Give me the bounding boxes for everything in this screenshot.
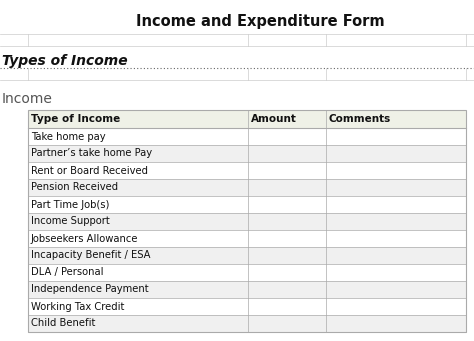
Bar (28, 128, 466, 145)
Text: Income: Income (2, 92, 53, 106)
Text: Take home pay: Take home pay (31, 132, 106, 142)
Text: Part Time Job(s): Part Time Job(s) (31, 199, 109, 209)
Text: Independence Payment: Independence Payment (31, 284, 149, 295)
Bar (28, 315, 466, 332)
Bar (28, 179, 466, 196)
Text: Income and Expenditure Form: Income and Expenditure Form (137, 14, 385, 29)
Text: Child Benefit: Child Benefit (31, 318, 95, 328)
Bar (28, 230, 466, 247)
Text: Rent or Board Received: Rent or Board Received (31, 165, 148, 176)
Bar (28, 247, 466, 264)
Bar (28, 110, 466, 332)
Text: DLA / Personal: DLA / Personal (31, 267, 103, 278)
Bar (28, 281, 466, 298)
Bar (28, 213, 466, 230)
Text: Partner’s take home Pay: Partner’s take home Pay (31, 148, 152, 159)
Text: Jobseekers Allowance: Jobseekers Allowance (31, 234, 138, 243)
Text: Working Tax Credit: Working Tax Credit (31, 301, 124, 311)
Bar (28, 264, 466, 281)
Text: Incapacity Benefit / ESA: Incapacity Benefit / ESA (31, 251, 151, 261)
Bar (28, 145, 466, 162)
Bar (28, 162, 466, 179)
Text: Comments: Comments (329, 114, 391, 124)
Text: Type of Income: Type of Income (31, 114, 120, 124)
Text: Pension Received: Pension Received (31, 182, 118, 193)
Bar (28, 110, 466, 128)
Bar (28, 196, 466, 213)
Text: Types of Income: Types of Income (2, 54, 128, 68)
Text: Income Support: Income Support (31, 217, 110, 226)
Text: Amount: Amount (251, 114, 297, 124)
Bar (28, 298, 466, 315)
